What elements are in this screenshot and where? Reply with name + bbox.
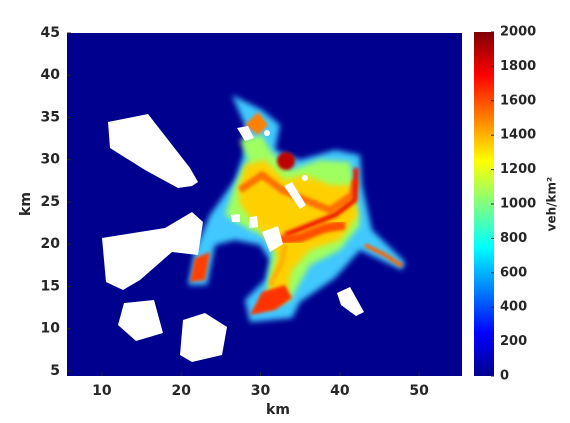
colorbar (474, 32, 494, 376)
y-axis-label: km (18, 192, 34, 216)
y-tick-label: 10 (41, 321, 61, 337)
x-tick-label: 10 (92, 383, 112, 399)
y-tick-label: 25 (41, 194, 60, 210)
y-tick-label: 30 (41, 152, 61, 168)
y-tick-label: 35 (41, 109, 60, 125)
x-axis-label: km (266, 402, 290, 418)
colorbar-tick-label: 400 (500, 300, 527, 315)
y-tick-label: 20 (41, 236, 61, 252)
x-tick-label: 20 (171, 383, 191, 399)
colorbar-tick-label: 200 (500, 334, 527, 349)
colorbar-tick-label: 0 (500, 369, 509, 384)
y-tick-label: 45 (41, 25, 60, 41)
x-tick-label: 40 (330, 383, 350, 399)
colorbar-tick-label: 800 (500, 231, 527, 246)
colorbar-label: veh/km² (545, 177, 559, 232)
y-tick-label: 40 (41, 67, 61, 83)
colorbar-tick-label: 1200 (500, 162, 536, 177)
colorbar-tick-label: 1800 (500, 59, 536, 74)
colorbar-tick-label: 2000 (500, 25, 536, 40)
colorbar-tick-label: 1600 (500, 93, 536, 108)
x-tick-label: 30 (251, 383, 271, 399)
colorbar-tick-label: 600 (500, 265, 527, 280)
y-tick-label: 15 (41, 278, 60, 294)
obstacles (102, 114, 364, 362)
colorbar-tick-label: 1400 (500, 128, 536, 143)
density-field (188, 95, 405, 322)
y-tick-label: 5 (50, 363, 60, 379)
x-tick-label: 50 (409, 383, 429, 399)
colorbar-tick-label: 1000 (500, 197, 536, 212)
